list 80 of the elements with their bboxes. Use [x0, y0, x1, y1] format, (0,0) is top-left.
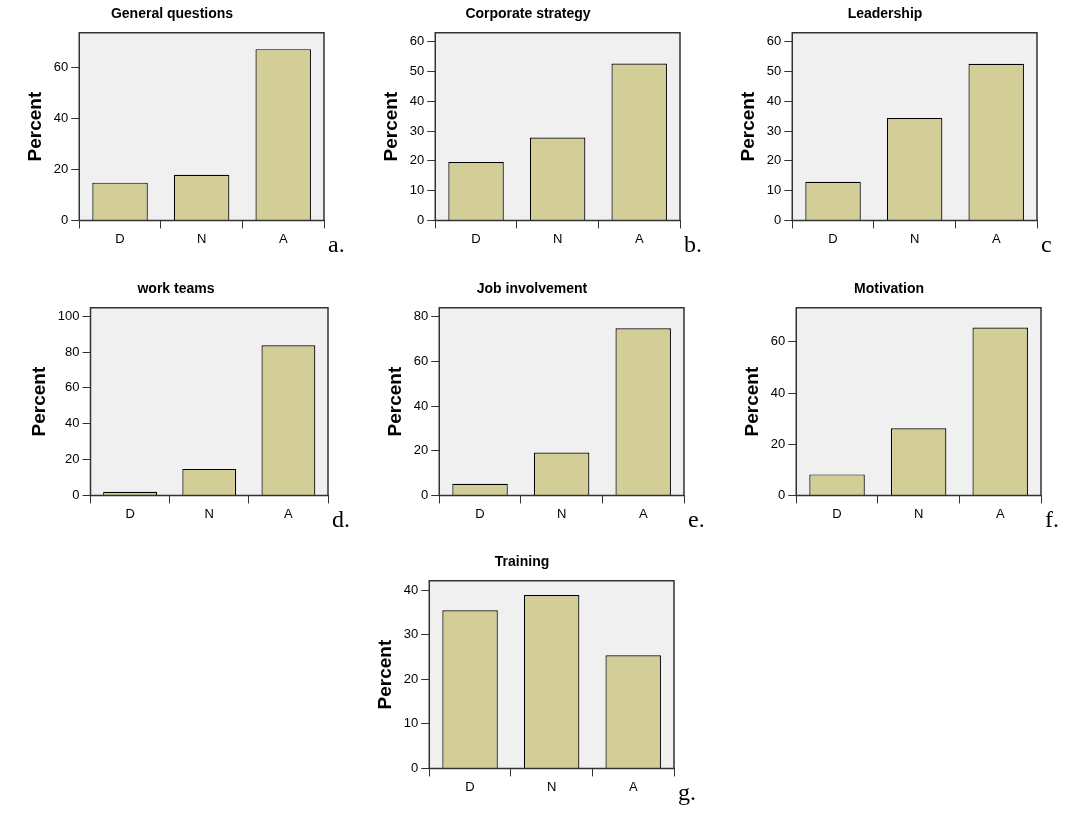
y-tick-label: 10: [403, 715, 419, 731]
y-tick-label: 20: [770, 435, 786, 451]
x-tick-label: A: [278, 230, 288, 246]
y-axis-title: Percent: [740, 366, 762, 437]
y-tick-label: 20: [53, 160, 69, 176]
y-tick-label: 0: [61, 211, 69, 227]
chart-title: General questions: [110, 5, 234, 22]
x-tick-label: D: [471, 230, 481, 246]
x-tick-label: N: [196, 230, 207, 246]
chart-title: Motivation: [854, 280, 924, 297]
y-axis-title: Percent: [373, 639, 395, 710]
x-tick-label: N: [204, 505, 214, 521]
x-tick-label: N: [556, 505, 567, 521]
y-tick-label: 10: [409, 182, 425, 198]
x-tick-label: N: [552, 230, 563, 246]
chart-title: Training: [494, 553, 550, 570]
y-tick-label: 0: [778, 486, 786, 502]
x-tick-label: A: [991, 230, 1001, 246]
x-tick-label: A: [995, 505, 1005, 521]
x-tick-label: D: [828, 230, 838, 246]
x-tick-label: A: [634, 230, 644, 246]
y-tick-label: 80: [65, 343, 80, 359]
x-tick-label: A: [284, 505, 294, 521]
y-tick-label: 20: [409, 152, 425, 168]
x-tick-label: D: [475, 505, 485, 521]
x-tick-label: D: [125, 505, 135, 521]
y-tick-label: 60: [770, 333, 786, 349]
y-tick-label: 60: [53, 58, 69, 74]
x-tick-label: D: [832, 505, 842, 521]
text: g.: [678, 779, 696, 806]
y-axis-title: Percent: [736, 91, 758, 162]
y-tick-label: 30: [409, 122, 425, 138]
y-tick-label: 40: [413, 397, 429, 413]
y-tick-label: 40: [766, 92, 782, 108]
chart-title: Leadership: [847, 5, 923, 22]
x-tick-label: N: [913, 505, 924, 521]
y-axis-title: Percent: [379, 91, 401, 162]
y-tick-label: 60: [65, 379, 80, 395]
y-tick-label: 30: [766, 122, 782, 138]
x-tick-label: D: [115, 230, 125, 246]
y-tick-label: 0: [72, 486, 80, 502]
x-tick-label: N: [546, 778, 557, 794]
text: e.: [688, 506, 705, 533]
y-tick-label: 40: [770, 384, 786, 400]
x-tick-label: D: [465, 778, 475, 794]
y-tick-label: 0: [774, 211, 782, 227]
x-tick-label: N: [909, 230, 920, 246]
y-tick-label: 0: [411, 759, 419, 775]
y-tick-label: 20: [766, 152, 782, 168]
y-tick-label: 10: [766, 182, 782, 198]
y-tick-label: 50: [766, 63, 782, 79]
chart-title: work teams: [136, 280, 215, 297]
text: a.: [328, 231, 345, 258]
text: d.: [332, 506, 350, 533]
y-tick-label: 20: [403, 670, 419, 686]
y-tick-label: 100: [57, 307, 80, 323]
text: f.: [1045, 506, 1059, 533]
y-tick-label: 40: [409, 92, 425, 108]
y-tick-label: 50: [409, 63, 425, 79]
y-tick-label: 20: [413, 442, 429, 458]
y-tick-label: 40: [53, 109, 69, 125]
y-tick-label: 20: [65, 451, 80, 467]
y-tick-label: 40: [403, 581, 419, 597]
x-tick-label: A: [638, 505, 648, 521]
y-tick-label: 60: [766, 33, 782, 49]
y-tick-label: 60: [413, 352, 429, 368]
x-tick-label: A: [628, 778, 638, 794]
y-tick-label: 40: [65, 415, 80, 431]
y-tick-label: 80: [413, 308, 429, 324]
y-axis-title: Percent: [27, 366, 49, 437]
text: b.: [684, 231, 702, 258]
chart-title: Job involvement: [476, 280, 588, 297]
chart-title: Corporate strategy: [465, 5, 591, 22]
y-axis-title: Percent: [383, 366, 405, 437]
y-tick-label: 30: [403, 626, 419, 642]
y-tick-label: 0: [417, 211, 425, 227]
y-tick-label: 60: [409, 33, 425, 49]
y-tick-label: 0: [421, 486, 429, 502]
text: c: [1041, 231, 1052, 258]
y-axis-title: Percent: [23, 91, 45, 162]
